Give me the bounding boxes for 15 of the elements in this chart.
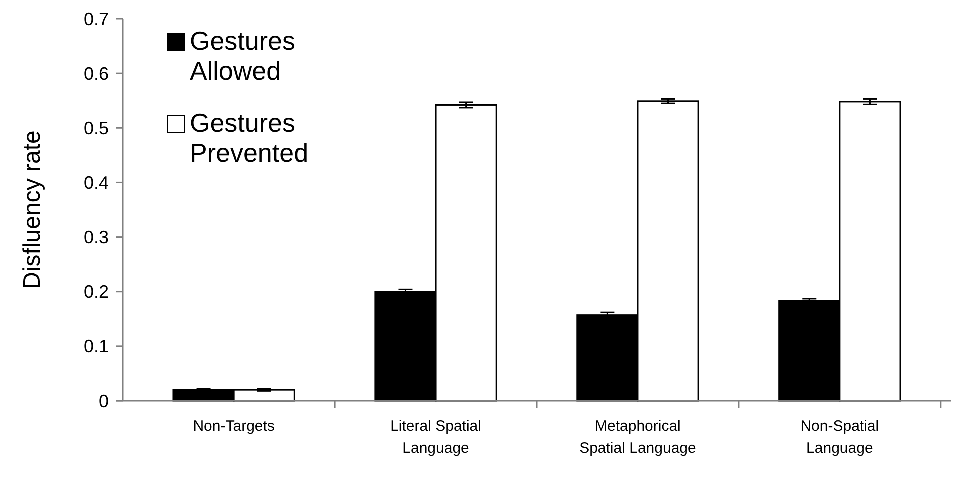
y-tick-label: 0.6 [84,64,109,84]
y-tick-label: 0.1 [84,336,109,357]
x-tick-label: Literal Spatial Language [390,418,482,457]
y-tick-label: 0.2 [84,282,109,302]
y-tick-label: 0.5 [84,118,109,138]
legend-label: Gestures Allowed [190,26,296,86]
y-tick-label: 0.4 [84,173,109,194]
x-tick-label: Non-Spatial Language [800,418,880,457]
y-axis-title: Disfluency rate [19,130,46,290]
y-tick-label: 0.7 [84,9,109,30]
x-tick-label: Metaphorical Spatial Language [580,418,696,457]
x-tick-label: Non-Targets [193,418,275,435]
y-tick-label: 0 [98,391,109,412]
legend-label: Gestures Prevented [190,108,309,168]
y-tick-label: 0.3 [84,228,109,248]
